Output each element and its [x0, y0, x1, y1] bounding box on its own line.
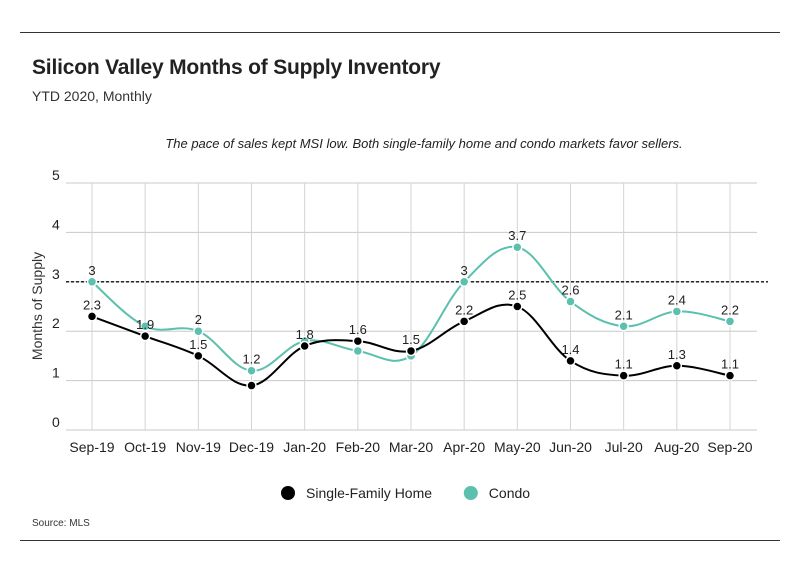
data-label-condo: 3.7 [508, 228, 526, 243]
data-label-condo: 1.2 [242, 352, 260, 367]
point-single-family-home [405, 345, 417, 357]
point-condo [618, 321, 629, 332]
x-tick-label: Aug-20 [654, 439, 699, 455]
data-label-single-family-home: 1.3 [668, 347, 686, 362]
x-tick-label: Sep-20 [707, 439, 752, 455]
point-single-family-home [618, 370, 629, 381]
y-tick-label: 0 [52, 414, 60, 430]
point-single-family-home [86, 311, 98, 322]
y-tick-label: 3 [52, 266, 60, 282]
data-label-single-family-home: 1.1 [721, 357, 739, 372]
point-single-family-home [193, 350, 204, 362]
x-tick-label: Jul-20 [605, 439, 643, 455]
chart-annotation: The pace of sales kept MSI low. Both sin… [165, 136, 682, 151]
point-single-family-home [246, 380, 257, 391]
legend-marker-condo [463, 486, 478, 500]
data-label-single-family-home: 2.5 [508, 288, 526, 303]
x-tick-label: Feb-20 [336, 439, 381, 455]
point-condo [671, 306, 683, 317]
data-label-condo: 2.4 [668, 292, 686, 307]
x-tick-label: May-20 [494, 439, 541, 455]
x-tick-label: Jan-20 [283, 439, 326, 455]
y-axis-title: Months of Supply [29, 252, 45, 360]
data-label-condo: 2.1 [615, 307, 633, 322]
chart-title: Silicon Valley Months of Supply Inventor… [32, 56, 441, 79]
point-single-family-home [724, 370, 736, 381]
data-label-condo: 3 [461, 263, 468, 278]
point-single-family-home [352, 335, 364, 347]
x-tick-label: Nov-19 [176, 439, 221, 455]
x-tick-label: Mar-20 [389, 439, 434, 455]
point-condo [512, 241, 523, 253]
data-label-single-family-home: 1.6 [349, 322, 367, 337]
point-condo [193, 325, 204, 337]
x-tick-label: Oct-19 [124, 439, 166, 455]
point-condo [352, 345, 364, 357]
data-label-single-family-home: 1.8 [296, 327, 314, 342]
point-single-family-home [458, 316, 470, 327]
y-tick-label: 1 [52, 365, 60, 381]
data-label-single-family-home: 1.4 [561, 342, 579, 357]
point-condo [565, 296, 576, 307]
y-tick-label: 4 [52, 216, 60, 232]
data-label-condo: 2.2 [721, 302, 739, 317]
legend-marker-single-family-home [281, 486, 295, 500]
data-label-condo: 2.6 [561, 283, 579, 298]
point-condo [86, 276, 98, 288]
data-label-condo: 2 [195, 312, 202, 327]
x-tick-label: Sep-19 [69, 439, 114, 455]
point-single-family-home [565, 355, 576, 367]
x-tick-label: Dec-19 [229, 439, 274, 455]
point-single-family-home [512, 301, 523, 312]
point-single-family-home [671, 360, 683, 372]
top-rule [20, 32, 780, 33]
data-label-single-family-home: 2.3 [83, 297, 101, 312]
data-label-single-family-home: 1.9 [136, 317, 154, 332]
chart-subtitle: YTD 2020, Monthly [32, 88, 152, 104]
x-tick-label: Apr-20 [443, 439, 485, 455]
data-label-condo: 3 [88, 263, 95, 278]
data-label-single-family-home: 1.5 [189, 337, 207, 352]
bottom-rule [20, 540, 780, 541]
point-condo [246, 365, 257, 376]
point-condo [724, 316, 736, 327]
point-single-family-home [139, 330, 151, 342]
data-label-single-family-home: 1.5 [402, 332, 420, 347]
point-single-family-home [299, 340, 310, 352]
y-tick-label: 5 [52, 167, 60, 183]
y-tick-label: 2 [52, 315, 60, 331]
legend-label-condo: Condo [489, 485, 530, 501]
legend-label-single-family-home: Single-Family Home [306, 485, 432, 501]
point-condo [458, 276, 470, 288]
data-label-single-family-home: 2.2 [455, 302, 473, 317]
source-note: Source: MLS [32, 518, 90, 529]
x-tick-label: Jun-20 [549, 439, 592, 455]
data-label-single-family-home: 1.1 [615, 357, 633, 372]
point-condo [139, 321, 151, 332]
